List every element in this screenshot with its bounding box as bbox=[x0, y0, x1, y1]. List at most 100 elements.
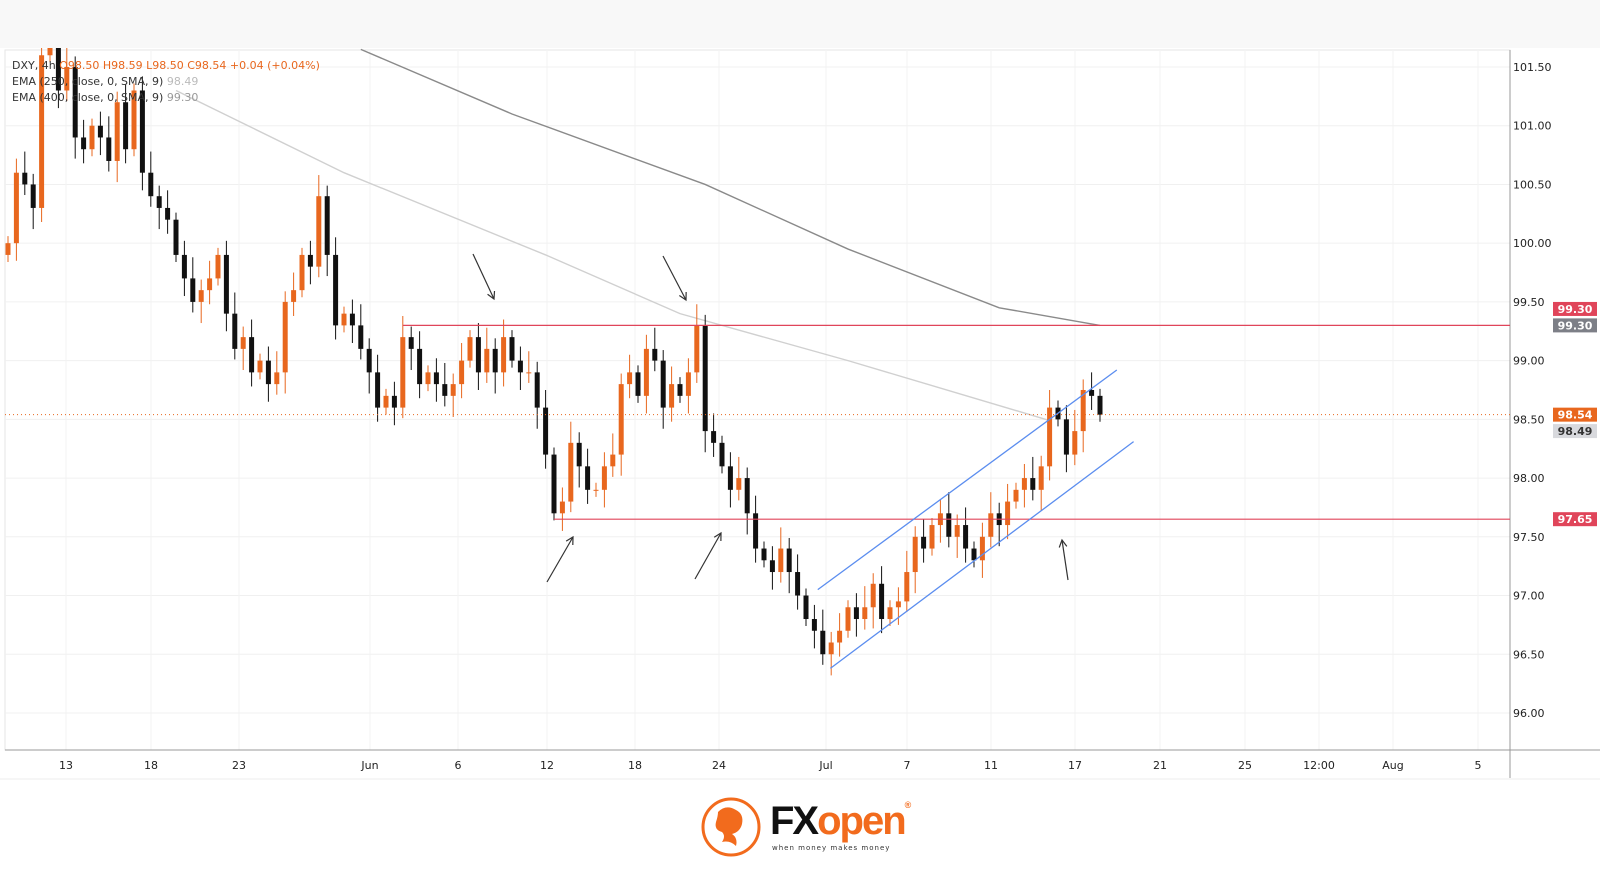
candle-body bbox=[1013, 489, 1019, 502]
x-tick-label: 12:00 bbox=[1303, 759, 1335, 772]
candle-body bbox=[853, 607, 859, 620]
candle-body bbox=[870, 583, 876, 608]
x-tick-label: 24 bbox=[712, 759, 726, 772]
plot-area[interactable] bbox=[4, 49, 1511, 751]
ema400-value: 99.30 bbox=[166, 91, 199, 104]
candle-body bbox=[988, 513, 994, 537]
annotation-arrow bbox=[662, 255, 687, 301]
candle-body bbox=[1063, 419, 1069, 455]
logo-tagline: when money makes money bbox=[772, 844, 891, 852]
candle-body bbox=[921, 536, 927, 549]
legend-low: L98.50 bbox=[146, 59, 184, 72]
x-tick-label: 12 bbox=[540, 759, 554, 772]
candle-body bbox=[417, 348, 423, 385]
candle-body bbox=[979, 536, 985, 561]
ema250-value: 98.49 bbox=[166, 75, 199, 88]
candle-body bbox=[912, 536, 918, 573]
candle-body bbox=[106, 137, 112, 161]
candle-body bbox=[240, 337, 246, 349]
candle-body bbox=[55, 48, 61, 91]
legend-high: H98.59 bbox=[102, 59, 143, 72]
price-label-last: 98.54 bbox=[1558, 409, 1593, 422]
price-label-ema250-bg bbox=[1553, 424, 1597, 439]
candle-body bbox=[1089, 389, 1095, 396]
candle-body bbox=[459, 360, 465, 385]
y-tick-label: 97.50 bbox=[1513, 531, 1545, 544]
candle-body bbox=[1005, 501, 1011, 526]
candle-body bbox=[820, 630, 826, 655]
candle-body bbox=[795, 572, 801, 596]
candle-body bbox=[769, 560, 775, 573]
candle-body bbox=[299, 254, 305, 291]
candle-body bbox=[677, 384, 683, 396]
candle-body bbox=[181, 254, 187, 279]
candle-body bbox=[652, 348, 658, 361]
ema250-line bbox=[175, 89, 1050, 422]
candle-body bbox=[223, 254, 229, 314]
y-tick-label: 99.00 bbox=[1513, 355, 1545, 368]
candle-body bbox=[971, 548, 977, 561]
candle-body bbox=[627, 372, 633, 385]
candle-body bbox=[727, 466, 733, 490]
channel-upper-line[interactable] bbox=[817, 369, 1118, 591]
candle-body bbox=[702, 325, 708, 432]
annotation-arrow bbox=[694, 532, 722, 580]
candle-body bbox=[475, 337, 481, 373]
candle-body bbox=[274, 372, 280, 385]
price-chart[interactable]: 96.00 96.50 97.00 97.50 98.00 98.50 99.00 99.50… bbox=[0, 48, 1600, 780]
channel-lower-line[interactable] bbox=[829, 441, 1134, 669]
candle-body bbox=[30, 184, 36, 208]
candle-body bbox=[232, 313, 238, 349]
ema250-label: EMA (250, close, 0, SMA, 9) bbox=[12, 75, 164, 88]
candle-body bbox=[39, 55, 45, 208]
candle-body bbox=[551, 454, 557, 514]
candle-body bbox=[1030, 478, 1036, 490]
candle-body bbox=[845, 607, 851, 631]
candle-body bbox=[22, 172, 28, 185]
x-tick-label: 18 bbox=[144, 759, 158, 772]
candle-body bbox=[786, 548, 792, 573]
x-tick-label: 17 bbox=[1068, 759, 1082, 772]
candle-body bbox=[635, 372, 641, 396]
candle-body bbox=[333, 254, 339, 326]
candle-body bbox=[660, 360, 666, 408]
candle-body bbox=[249, 337, 255, 373]
annotation-arrowhead bbox=[713, 531, 722, 542]
annotation-arrowhead bbox=[1058, 538, 1068, 548]
y-tick-label: 96.50 bbox=[1513, 648, 1545, 661]
candle-body bbox=[173, 219, 179, 255]
candle-body bbox=[685, 372, 691, 396]
price-label-support-bg bbox=[1553, 512, 1597, 527]
candle-body bbox=[123, 102, 129, 150]
candle-body bbox=[744, 478, 750, 514]
candle-body bbox=[257, 360, 263, 373]
x-tick-label: Jun bbox=[360, 759, 378, 772]
legend-change: +0.04 (+0.04%) bbox=[229, 59, 320, 72]
candle-body bbox=[156, 196, 162, 208]
candle-body bbox=[736, 478, 742, 490]
candle-body bbox=[64, 67, 70, 91]
candle-body bbox=[190, 278, 196, 302]
x-tick-label: 21 bbox=[1153, 759, 1167, 772]
candle-body bbox=[753, 513, 759, 549]
candle-body bbox=[408, 337, 414, 349]
legend-ema250[interactable]: EMA (250, close, 0, SMA, 9) 98.49 bbox=[12, 75, 198, 88]
price-label-resistance: 99.30 bbox=[1558, 303, 1593, 316]
bull-logo-icon bbox=[701, 797, 761, 857]
y-tick-label: 99.50 bbox=[1513, 296, 1545, 309]
candle-body bbox=[341, 313, 347, 326]
candle-body bbox=[862, 607, 868, 620]
x-tick-label: 11 bbox=[984, 759, 998, 772]
candle-body bbox=[946, 513, 952, 537]
candle-body bbox=[643, 348, 649, 396]
legend-close: C98.54 bbox=[187, 59, 227, 72]
price-label-resistance-bg bbox=[1553, 301, 1597, 316]
candle-body bbox=[383, 395, 389, 408]
candle-body bbox=[694, 325, 700, 373]
candle-body bbox=[400, 337, 406, 408]
candle-body bbox=[778, 548, 784, 573]
top-bar bbox=[0, 0, 1600, 48]
legend-ema400[interactable]: EMA (400, close, 0, SMA, 9) 99.30 bbox=[12, 91, 198, 104]
candle-body bbox=[559, 501, 565, 514]
candle-body bbox=[81, 137, 87, 150]
